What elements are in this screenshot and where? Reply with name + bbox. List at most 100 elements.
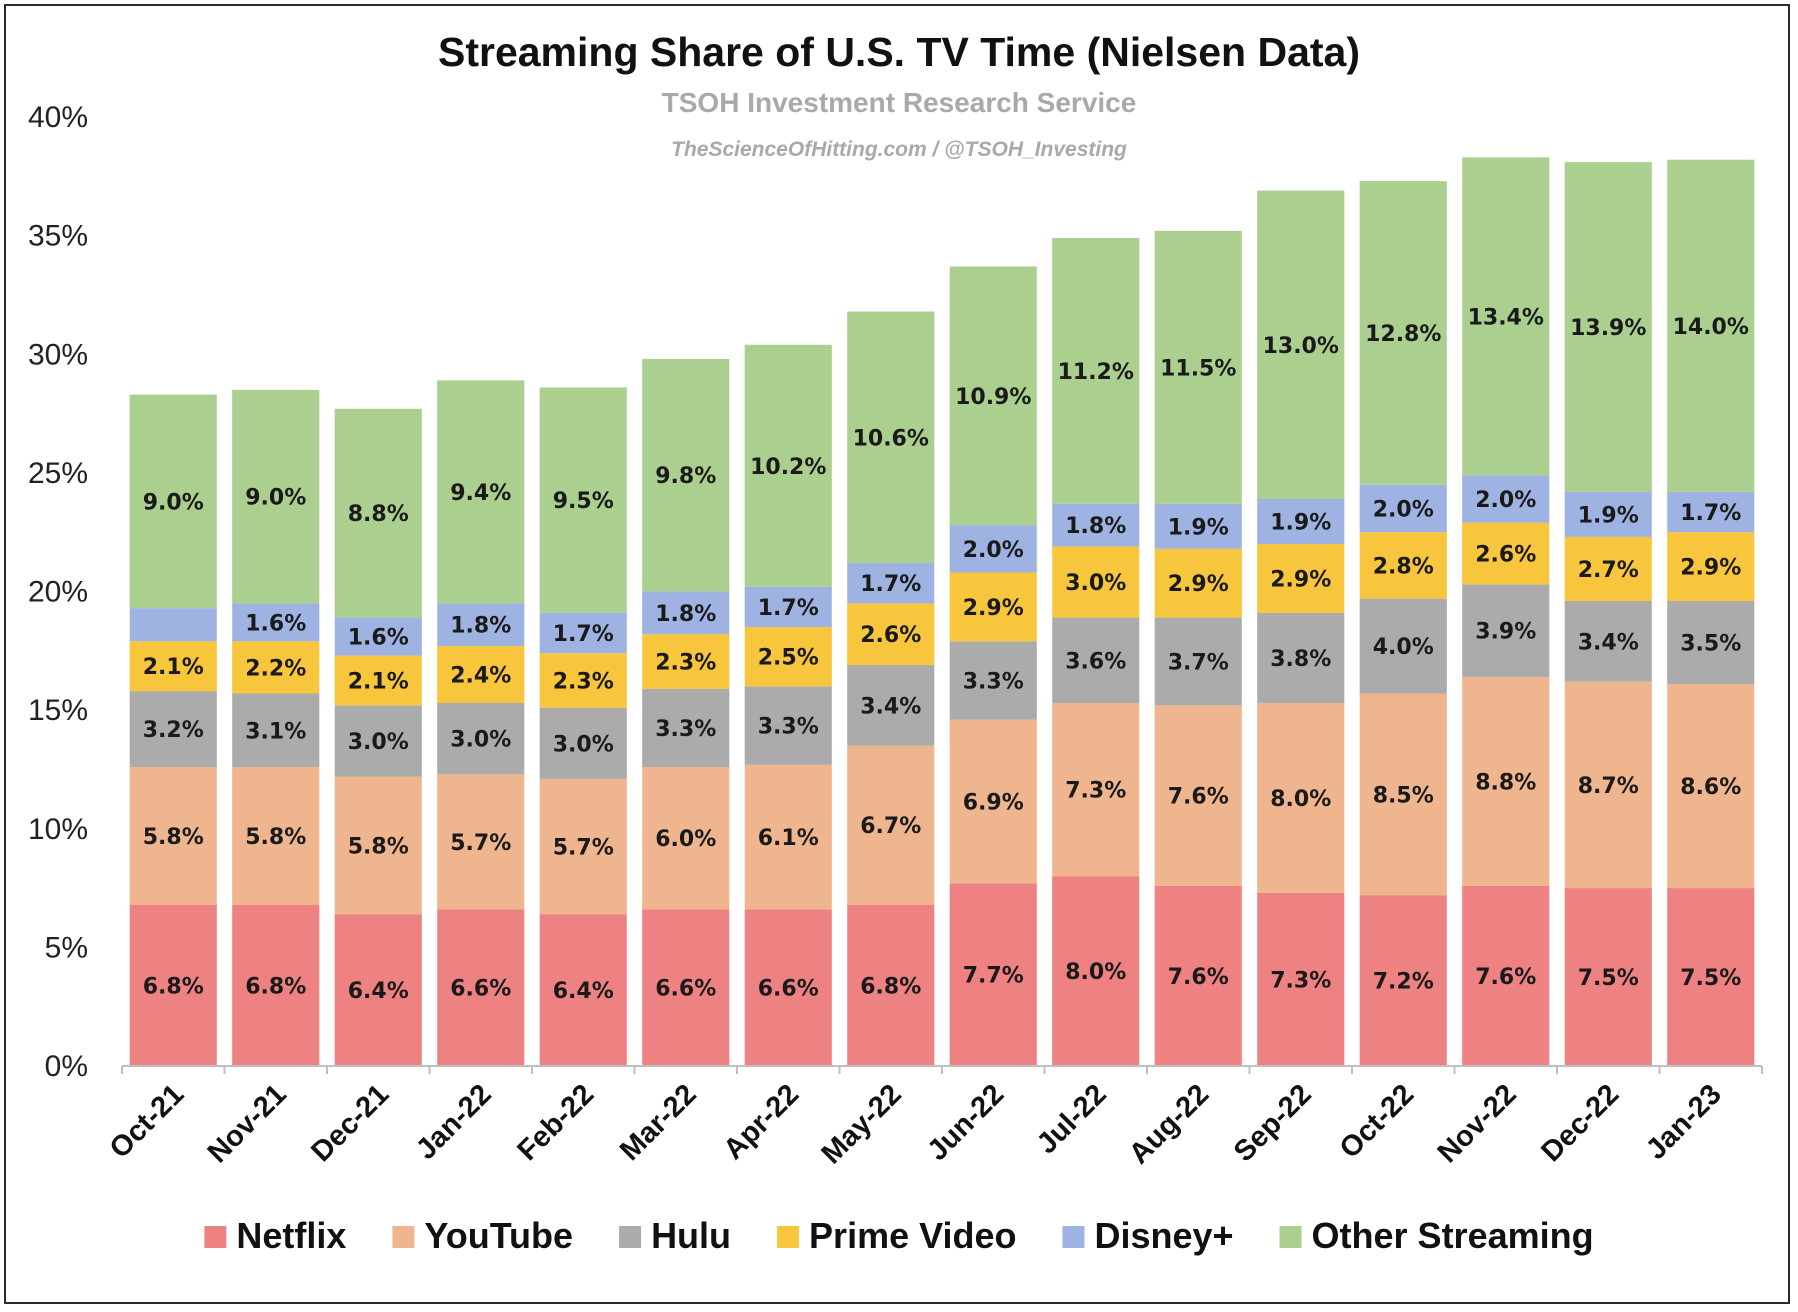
data-label: 1.6% (348, 626, 409, 651)
y-tick-label: 5% (45, 931, 88, 964)
bar-segment-other-streaming (1462, 157, 1550, 476)
data-label: 2.8% (1373, 554, 1434, 579)
y-tick-label: 15% (28, 694, 88, 727)
bar-segment-youtube (847, 745, 935, 905)
legend-swatch (619, 1226, 642, 1248)
bar-segment-prime-video (1359, 532, 1447, 599)
bar-segment-prime-video (744, 627, 832, 687)
x-tick-label: Mar-22 (614, 1078, 703, 1167)
bar-segment-hulu (1257, 612, 1345, 704)
data-label: 1.8% (655, 602, 716, 627)
data-label: 3.0% (1065, 571, 1126, 596)
legend-swatch (1062, 1226, 1085, 1248)
data-label: 7.3% (1270, 968, 1331, 993)
data-label: 6.6% (655, 977, 716, 1002)
bar-segment-disney- (1154, 503, 1242, 549)
x-axis: Oct-21 Nov-21 Dec-21 Jan-22 Feb-22 Mar-22 Apr-… (104, 1065, 1763, 1170)
data-label: 8.8% (348, 502, 409, 527)
bar-segment-youtube (232, 767, 320, 905)
data-label: 6.8% (143, 974, 204, 999)
bar-segment-hulu (1154, 617, 1242, 706)
data-label: 11.5% (1160, 356, 1236, 381)
data-label: 10.2% (750, 455, 826, 480)
bar-segment-hulu (847, 665, 935, 746)
data-label: 7.7% (963, 964, 1024, 989)
data-label: 2.1% (348, 669, 409, 694)
data-label: 13.9% (1570, 316, 1646, 341)
data-label: 1.9% (1168, 515, 1229, 540)
bar-segment-prime-video (539, 653, 627, 708)
legend-label: YouTube (424, 1215, 573, 1256)
data-label: 7.6% (1168, 785, 1229, 810)
bar-segment-other-streaming (1154, 230, 1242, 504)
data-label: 8.5% (1373, 783, 1434, 808)
bar-segment-prime-video (1052, 546, 1140, 618)
bar-segment-disney- (642, 591, 730, 635)
bar-segment-youtube (744, 764, 832, 910)
data-label: 3.6% (1065, 649, 1126, 674)
data-label: 6.8% (860, 974, 921, 999)
bar-segment-netflix (1154, 885, 1242, 1066)
bar-segment-prime-video (1667, 532, 1755, 601)
data-label: 5.8% (245, 825, 306, 850)
x-tick-label: Dec-21 (305, 1078, 395, 1168)
data-label: 2.2% (245, 656, 306, 681)
data-label: 2.0% (1373, 497, 1434, 522)
legend-label: Disney+ (1094, 1215, 1233, 1256)
data-label: 6.4% (553, 979, 614, 1004)
data-label: 1.9% (1578, 503, 1639, 528)
bar-segment-prime-video (1564, 536, 1652, 601)
bar-segment-other-streaming (232, 389, 320, 604)
y-tick-label: 20% (28, 576, 88, 609)
bar-segment-hulu (1564, 600, 1652, 682)
bar-segment-other-streaming (539, 387, 627, 613)
bar-segment-disney- (232, 603, 320, 642)
data-label: 2.9% (1270, 567, 1331, 592)
legend-swatch (392, 1226, 415, 1248)
data-label: 6.9% (963, 790, 1024, 815)
bar-segment-youtube (1154, 705, 1242, 886)
bar-segment-other-streaming (949, 266, 1037, 526)
data-label: 14.0% (1673, 315, 1749, 340)
data-label: 7.5% (1578, 966, 1639, 991)
bar-segment-netflix (1359, 895, 1447, 1066)
x-tick-label: Aug-22 (1123, 1078, 1215, 1170)
data-label: 6.0% (655, 827, 716, 852)
data-label: 1.8% (450, 614, 511, 639)
bar-segment-hulu (1052, 617, 1140, 704)
data-label: 2.0% (963, 538, 1024, 563)
bar-segment-prime-video (334, 655, 422, 706)
bar-segment-hulu (642, 688, 730, 768)
data-label: 12.8% (1365, 322, 1441, 347)
data-label: 2.7% (1578, 558, 1639, 583)
bar-segment-netflix (539, 914, 627, 1066)
bar-segment-hulu (129, 691, 217, 768)
data-label: 2.4% (450, 664, 511, 689)
bar-segment-disney- (437, 603, 525, 647)
data-label: 3.3% (655, 717, 716, 742)
data-label: 7.6% (1475, 965, 1536, 990)
data-label: 3.2% (143, 718, 204, 743)
y-tick-label: 30% (28, 338, 88, 371)
data-label: 3.4% (860, 694, 921, 719)
bar-segment-other-streaming (129, 394, 217, 609)
x-tick-label: Jun-22 (921, 1078, 1010, 1167)
data-label: 3.0% (553, 732, 614, 757)
data-label: 6.6% (758, 977, 819, 1002)
data-label: 9.8% (655, 464, 716, 489)
bar-segment-netflix (949, 883, 1037, 1066)
bar-segment-hulu (1359, 598, 1447, 694)
y-tick-label: 35% (28, 220, 88, 253)
bar-segment-netflix (232, 904, 320, 1066)
data-label: 7.3% (1065, 779, 1126, 804)
x-tick-label: Oct-21 (104, 1078, 190, 1164)
data-label: 1.7% (1680, 501, 1741, 526)
bar-segment-netflix (1052, 876, 1140, 1066)
bar-segment-disney- (1257, 498, 1345, 545)
x-tick-label: Jan-22 (410, 1078, 498, 1166)
bar-segment-youtube (539, 778, 627, 915)
data-label: 2.5% (758, 646, 819, 671)
data-label: 1.7% (860, 572, 921, 597)
legend-item: Other Streaming (1279, 1215, 1594, 1256)
bar-segment-hulu (334, 705, 422, 777)
